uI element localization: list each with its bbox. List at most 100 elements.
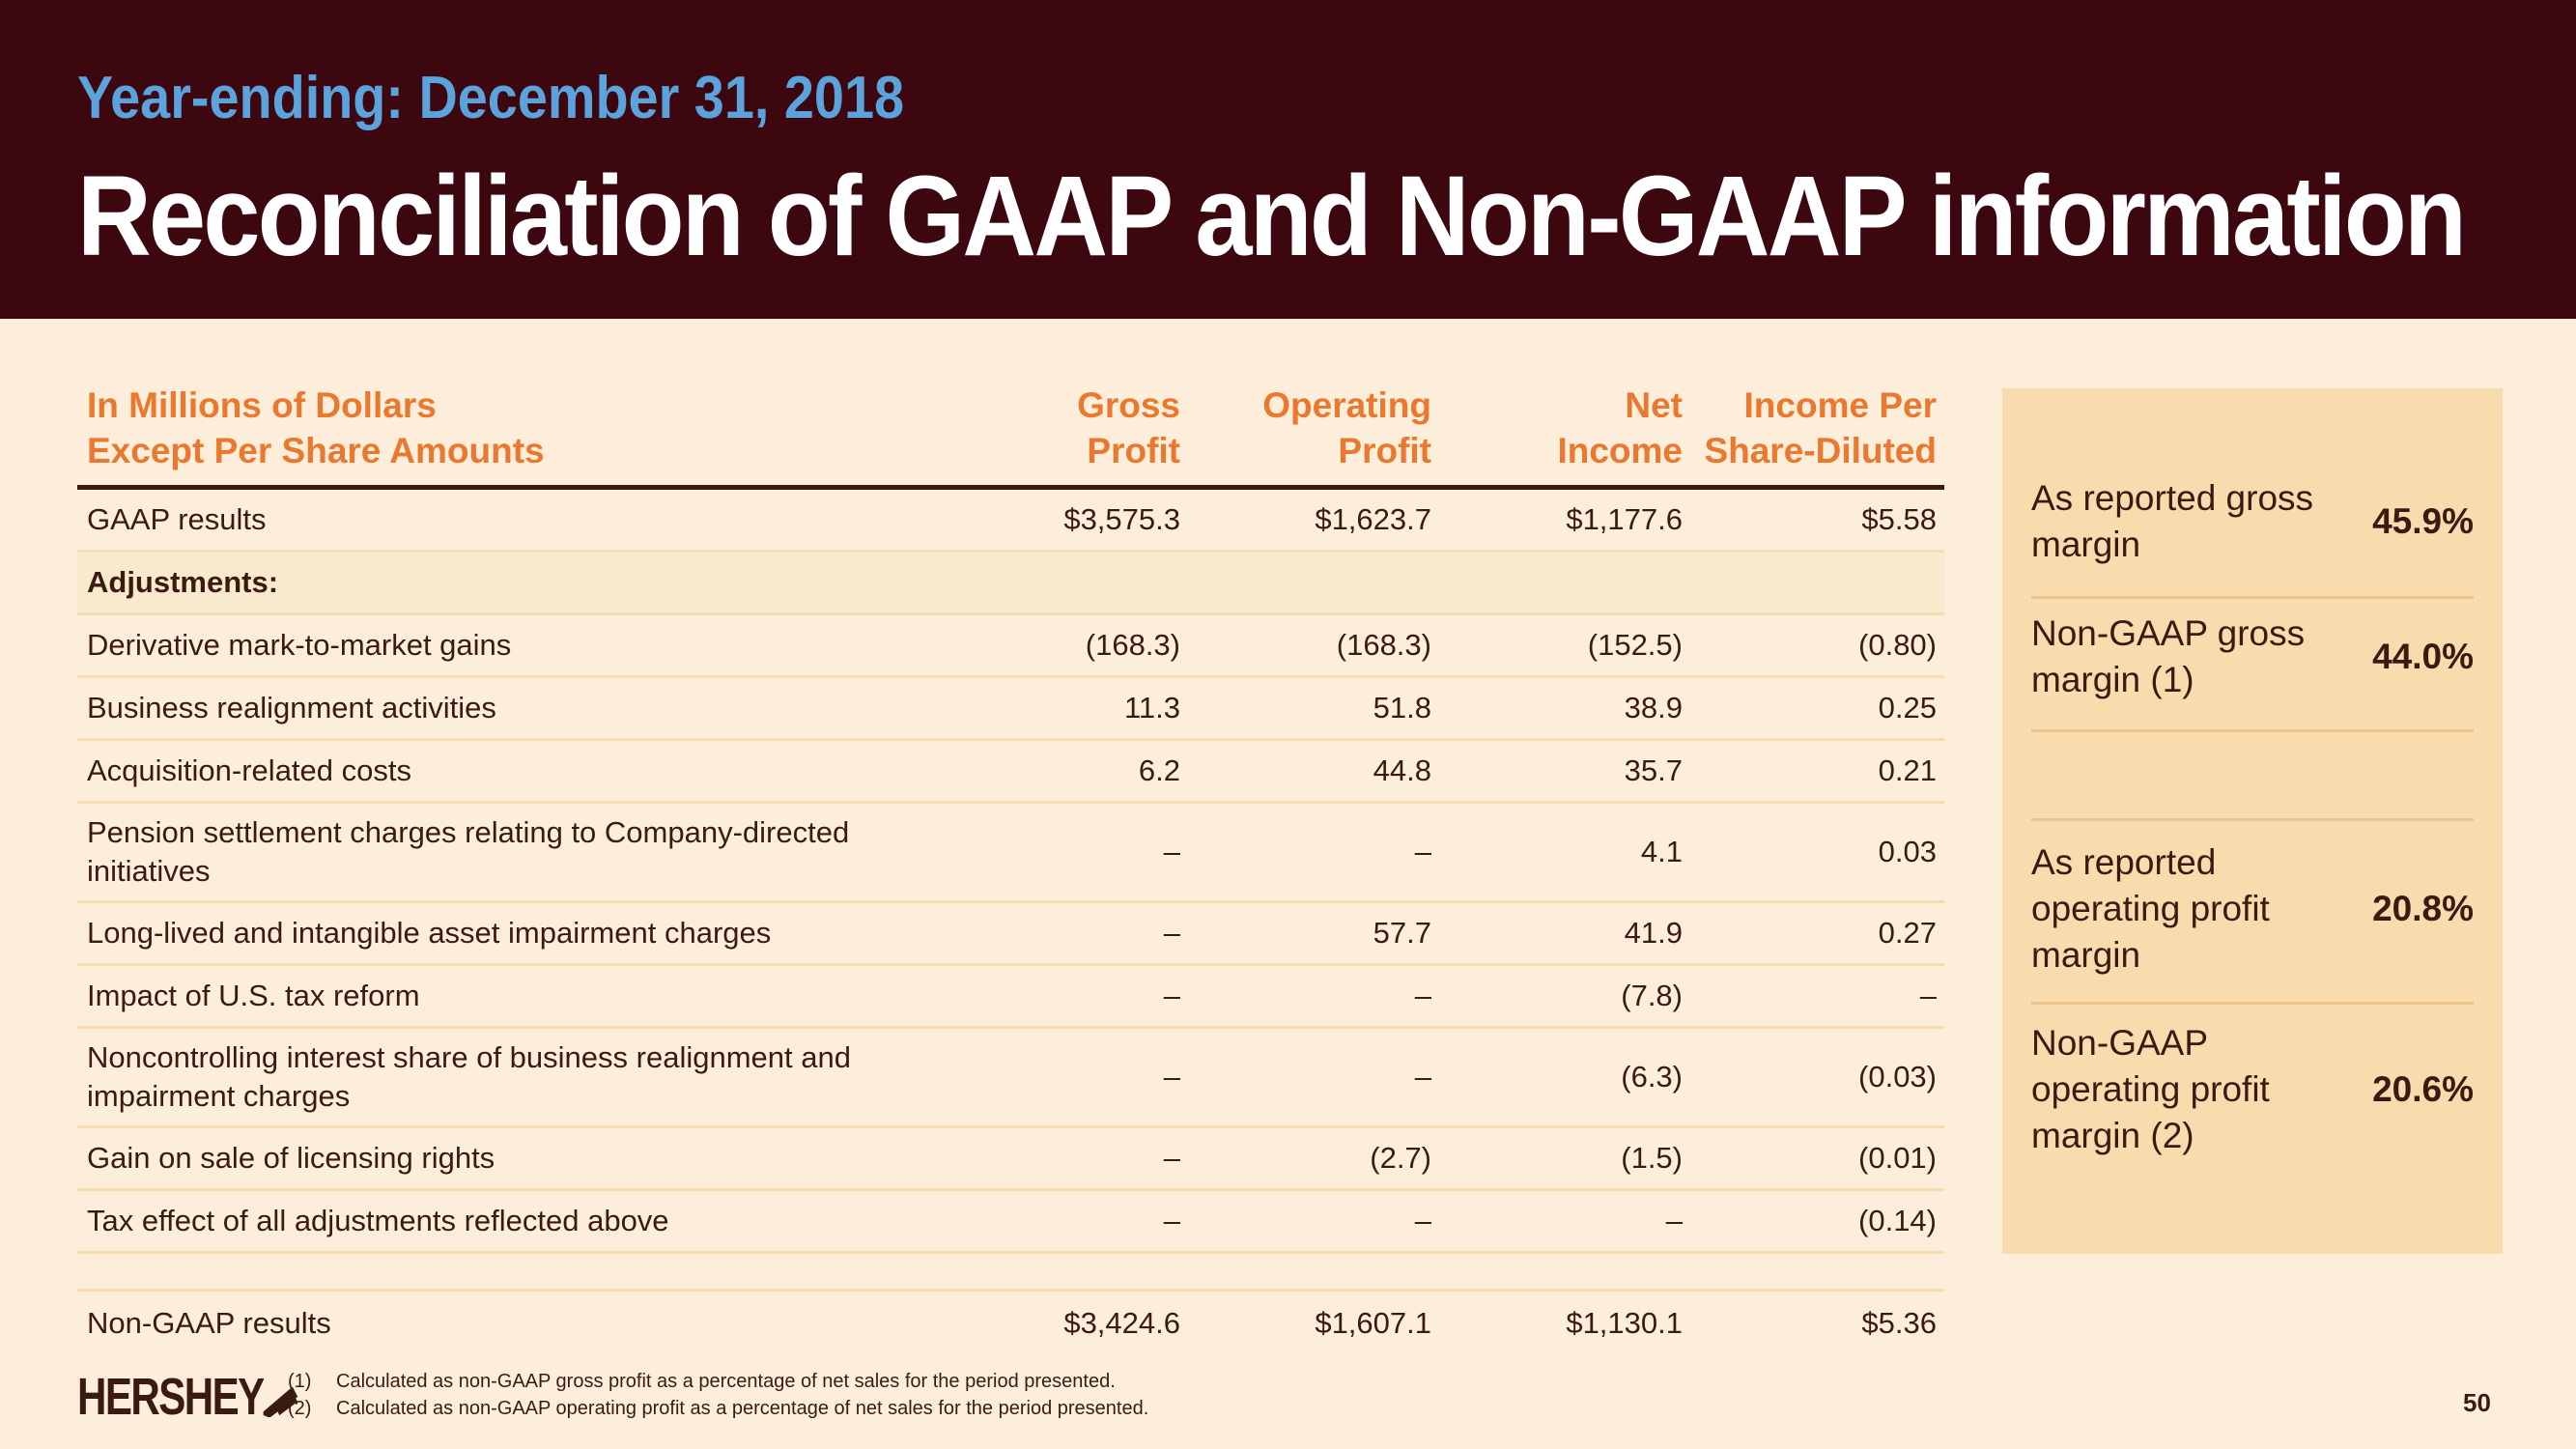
divider — [2031, 1002, 2474, 1005]
cell-value: $1,130.1 — [1566, 1306, 1683, 1340]
row-label: Derivative mark-to-market gains — [77, 613, 908, 678]
footnote: (1) Calculated as non-GAAP gross profit … — [288, 1371, 1116, 1392]
margin-value: 20.6% — [2372, 1069, 2474, 1109]
hershey-logo: HERSHEY — [77, 1367, 298, 1427]
cell-value: 51.8 — [1188, 676, 1439, 741]
subtitle: Year-ending: December 31, 2018 — [77, 65, 905, 131]
margin-label: As reported gross margin — [2031, 478, 2314, 564]
footnotes: (1) Calculated as non-GAAP gross profit … — [288, 1368, 1148, 1422]
page-number: 50 — [2463, 1388, 2491, 1417]
cell-value: (0.03) — [1690, 1027, 1944, 1128]
as-reported-gross-margin: As reported gross margin 45.9% — [2031, 475, 2474, 568]
table-header-row: In Millions of Dollars Except Per Share A… — [77, 377, 1944, 490]
page-title: Reconciliation of GAAP and Non-GAAP info… — [77, 153, 2467, 280]
cell-value: 44.8 — [1188, 739, 1439, 804]
header-units: In Millions of Dollars Except Per Share A… — [77, 377, 908, 490]
header-eps: Income Per Share-Diluted — [1690, 377, 1944, 490]
cell-value: 41.9 — [1439, 901, 1690, 966]
cell-value: – — [908, 964, 1188, 1029]
row-label: Business realignment activities — [77, 676, 908, 741]
cell-value: 6.2 — [908, 739, 1188, 804]
header-banner: Year-ending: December 31, 2018 Reconcili… — [0, 0, 2576, 319]
cell-value: (168.3) — [908, 613, 1188, 678]
row-label: Impact of U.S. tax reform — [77, 964, 908, 1029]
margin-label: As reported operating profit margin — [2031, 842, 2270, 975]
spacer-row — [77, 1252, 1944, 1292]
cell-value: – — [908, 1126, 1188, 1191]
header-operating-profit: Operating Profit — [1188, 377, 1439, 490]
cell-value: (0.01) — [1690, 1126, 1944, 1191]
footnote: (2) Calculated as non-GAAP operating pro… — [288, 1398, 1149, 1419]
non-gaap-operating-margin: Non-GAAP operating profit margin (2) 20.… — [2031, 1020, 2474, 1159]
cell-value: (0.80) — [1690, 613, 1944, 678]
row-label: Tax effect of all adjustments reflected … — [77, 1189, 908, 1254]
margin-value: 20.8% — [2372, 889, 2474, 928]
gaap-results-row: GAAP results $3,575.3 $1,623.7 $1,177.6 … — [77, 487, 1944, 553]
cell-value: – — [908, 901, 1188, 966]
cell-value: 0.03 — [1690, 802, 1944, 903]
margin-summary-panel: As reported gross margin 45.9% Non-GAAP … — [2002, 388, 2503, 1254]
margin-value: 45.9% — [2372, 501, 2474, 541]
cell-value: $3,424.6 — [1063, 1306, 1180, 1340]
cell-value: 38.9 — [1439, 676, 1690, 741]
margin-value: 44.0% — [2372, 637, 2474, 676]
cell-value: – — [908, 1027, 1188, 1128]
cell-value: 4.1 — [1439, 802, 1690, 903]
row-label: Gain on sale of licensing rights — [77, 1126, 908, 1191]
non-gaap-gross-margin: Non-GAAP gross margin (1) 44.0% — [2031, 611, 2474, 703]
divider — [2031, 596, 2474, 599]
row-label: Acquisition-related costs — [77, 739, 908, 804]
cell-value: – — [1188, 802, 1439, 903]
reconciliation-table: In Millions of Dollars Except Per Share A… — [77, 377, 1944, 1353]
row-label: GAAP results — [77, 487, 908, 553]
cell-value: 57.7 — [1188, 901, 1439, 966]
cell-value: – — [1188, 1189, 1439, 1254]
as-reported-operating-margin: As reported operating profit margin 20.8… — [2031, 839, 2474, 979]
cell-value: (0.14) — [1690, 1189, 1944, 1254]
cell-value: $5.58 — [1690, 487, 1944, 553]
cell-value: – — [1188, 964, 1439, 1029]
cell-value: $1,607.1 — [1315, 1306, 1431, 1340]
divider — [2031, 729, 2474, 732]
table-row: Long-lived and intangible asset impairme… — [77, 901, 1944, 966]
cell-value: 0.25 — [1690, 676, 1944, 741]
table-row: Tax effect of all adjustments reflected … — [77, 1189, 1944, 1254]
cell-value: (2.7) — [1188, 1126, 1439, 1191]
cell-value: – — [1439, 1189, 1690, 1254]
table-row: Pension settlement charges relating to C… — [77, 802, 1944, 903]
row-label: Pension settlement charges relating to C… — [77, 802, 908, 903]
cell-value: (7.8) — [1439, 964, 1690, 1029]
header-net-income: Net Income — [1439, 377, 1690, 490]
row-label: Non-GAAP results — [87, 1306, 331, 1340]
table-row: Noncontrolling interest share of busines… — [77, 1027, 1944, 1128]
margin-label: Non-GAAP gross margin (1) — [2031, 613, 2306, 699]
table-row: Gain on sale of licensing rights – (2.7)… — [77, 1126, 1944, 1191]
margin-label: Non-GAAP operating profit margin (2) — [2031, 1023, 2270, 1155]
cell-value: 35.7 — [1439, 739, 1690, 804]
cell-value: – — [908, 802, 1188, 903]
nongaap-results-row: Non-GAAP results $3,424.6 $1,607.1 $1,13… — [77, 1291, 1944, 1354]
cell-value: 11.3 — [908, 676, 1188, 741]
cell-value: – — [908, 1189, 1188, 1254]
table-row: Acquisition-related costs 6.2 44.8 35.7 … — [77, 739, 1944, 804]
cell-value: – — [1690, 964, 1944, 1029]
cell-value: (6.3) — [1439, 1027, 1690, 1128]
cell-value: (152.5) — [1439, 613, 1690, 678]
header-gross-profit: Gross Profit — [908, 377, 1188, 490]
cell-value: (1.5) — [1439, 1126, 1690, 1191]
row-label: Long-lived and intangible asset impairme… — [77, 901, 908, 966]
cell-value: 0.21 — [1690, 739, 1944, 804]
table-row: Derivative mark-to-market gains (168.3) … — [77, 613, 1944, 678]
cell-value: $5.36 — [1861, 1306, 1937, 1340]
row-label: Noncontrolling interest share of busines… — [77, 1027, 908, 1128]
cell-value: $3,575.3 — [908, 487, 1188, 553]
cell-value: $1,177.6 — [1439, 487, 1690, 553]
cell-value: 0.27 — [1690, 901, 1944, 966]
cell-value: – — [1188, 1027, 1439, 1128]
table-row: Impact of U.S. tax reform – – (7.8) – — [77, 964, 1944, 1029]
adjustments-header-row: Adjustments: — [77, 551, 1944, 615]
table-row: Business realignment activities 11.3 51.… — [77, 676, 1944, 741]
cell-value: (168.3) — [1188, 613, 1439, 678]
cell-value: $1,623.7 — [1188, 487, 1439, 553]
adjustments-label: Adjustments: — [77, 551, 1944, 615]
